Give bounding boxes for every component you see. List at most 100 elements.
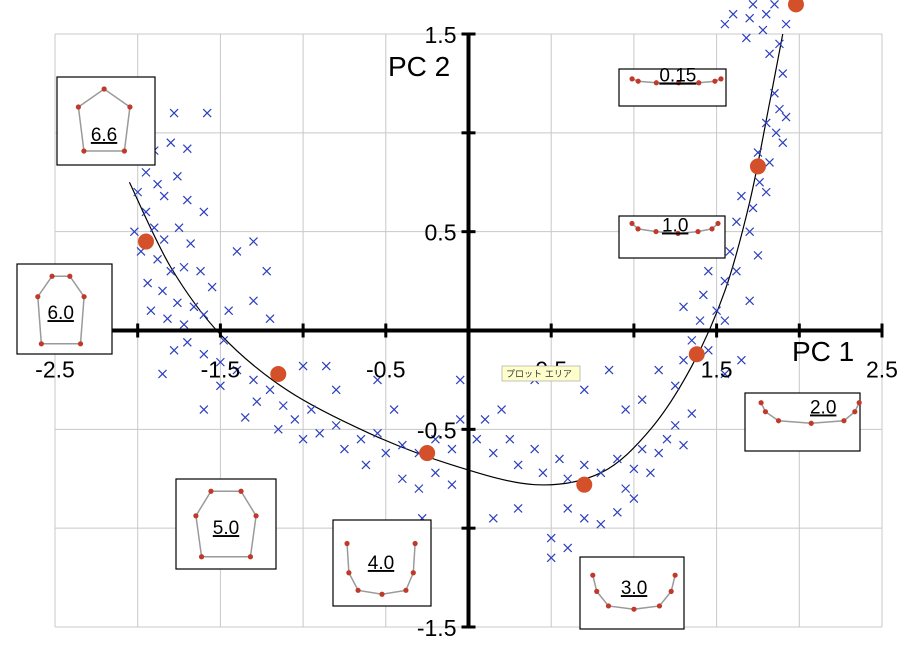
shape-inset: 0.15 bbox=[618, 66, 727, 107]
sample-marker bbox=[202, 108, 212, 118]
sample-marker bbox=[265, 314, 275, 324]
sample-marker-stroke bbox=[679, 355, 688, 365]
sample-marker bbox=[430, 434, 440, 444]
sample-marker-stroke bbox=[265, 314, 275, 324]
sample-marker-stroke bbox=[199, 405, 209, 414]
inset-frame bbox=[618, 68, 727, 107]
sample-marker-stroke bbox=[770, 88, 779, 98]
sample-marker-stroke bbox=[761, 9, 771, 19]
shape-inset: 2.0 bbox=[744, 392, 862, 452]
sample-marker bbox=[771, 128, 781, 138]
sample-marker bbox=[765, 49, 774, 59]
sample-marker bbox=[612, 507, 622, 517]
sample-marker-stroke bbox=[153, 179, 162, 189]
sample-marker-stroke bbox=[273, 424, 283, 434]
sample-marker bbox=[579, 513, 589, 523]
sample-marker-stroke bbox=[637, 395, 647, 405]
sample-marker-stroke bbox=[340, 444, 349, 454]
sample-marker bbox=[745, 13, 755, 23]
sample-marker-stroke bbox=[732, 266, 741, 276]
sample-marker-stroke bbox=[163, 314, 172, 324]
sample-marker bbox=[703, 345, 713, 355]
sample-marker bbox=[761, 187, 771, 197]
sample-marker-stroke bbox=[761, 187, 771, 197]
sample-marker-stroke bbox=[472, 434, 482, 444]
sample-marker-stroke bbox=[249, 237, 258, 246]
sample-marker-stroke bbox=[298, 434, 308, 444]
sample-marker bbox=[158, 286, 167, 296]
sample-marker bbox=[149, 223, 159, 233]
sample-marker bbox=[621, 484, 631, 494]
sample-marker-stroke bbox=[182, 144, 192, 154]
sample-marker-stroke bbox=[745, 296, 755, 306]
sample-marker bbox=[741, 33, 751, 43]
inset-label: 3.0 bbox=[621, 578, 647, 599]
sample-marker bbox=[596, 519, 606, 529]
inset-vertex bbox=[594, 588, 600, 594]
sample-marker-stroke bbox=[397, 440, 407, 450]
sample-marker bbox=[695, 316, 705, 326]
sample-marker bbox=[252, 397, 262, 407]
sample-marker-stroke bbox=[196, 266, 205, 276]
sample-marker bbox=[172, 171, 182, 181]
inset-vertex bbox=[629, 220, 635, 227]
sample-marker-stroke bbox=[755, 177, 765, 187]
sample-marker bbox=[169, 345, 179, 355]
sample-marker-stroke bbox=[745, 13, 755, 23]
sample-marker-stroke bbox=[172, 171, 182, 181]
sample-marker bbox=[215, 381, 225, 391]
sample-marker bbox=[781, 112, 791, 122]
sample-marker bbox=[736, 191, 746, 201]
sample-marker-stroke bbox=[765, 49, 774, 59]
inset-vertex bbox=[808, 420, 814, 426]
inset-vertex bbox=[695, 228, 701, 235]
sample-marker-stroke bbox=[373, 428, 382, 438]
sample-marker bbox=[778, 138, 788, 148]
sample-marker bbox=[753, 250, 763, 260]
x-tick-label: -0.5 bbox=[366, 357, 406, 383]
sample-marker bbox=[732, 266, 741, 276]
sample-marker-stroke bbox=[736, 191, 746, 201]
sample-marker bbox=[497, 405, 507, 414]
sample-marker-stroke bbox=[149, 223, 159, 233]
sample-marker bbox=[596, 468, 606, 478]
sample-marker-stroke bbox=[748, 0, 758, 9]
sample-marker-stroke bbox=[306, 405, 316, 414]
sample-marker-stroke bbox=[563, 474, 573, 484]
inset-label: 1.0 bbox=[662, 216, 688, 237]
sample-marker bbox=[207, 282, 217, 292]
sample-marker-stroke bbox=[265, 385, 275, 395]
sample-marker bbox=[455, 415, 465, 424]
inset-vertex bbox=[856, 400, 862, 406]
sample-marker-stroke bbox=[725, 247, 735, 256]
sample-marker bbox=[748, 0, 758, 9]
sample-marker bbox=[169, 108, 179, 118]
inset-vertex bbox=[656, 603, 663, 609]
sample-marker-stroke bbox=[133, 187, 143, 197]
sample-marker-stroke bbox=[563, 543, 573, 553]
sample-marker-stroke bbox=[596, 468, 606, 478]
sample-marker bbox=[530, 444, 540, 454]
sample-marker-stroke bbox=[169, 108, 179, 118]
sample-marker bbox=[331, 385, 341, 395]
sample-marker-stroke bbox=[219, 335, 229, 345]
inset-vertex bbox=[635, 78, 641, 84]
sample-marker-stroke bbox=[546, 533, 556, 543]
sample-marker bbox=[430, 468, 440, 478]
inset-vertex bbox=[379, 591, 385, 597]
sample-marker-stroke bbox=[563, 503, 573, 513]
sample-marker-stroke bbox=[146, 306, 156, 316]
sample-marker-stroke bbox=[748, 203, 758, 213]
sample-marker-stroke bbox=[679, 302, 688, 312]
sample-marker-stroke bbox=[430, 434, 440, 444]
sample-marker bbox=[182, 144, 192, 154]
sample-marker-stroke bbox=[447, 444, 457, 454]
sample-marker-stroke bbox=[174, 223, 184, 233]
sample-marker-stroke bbox=[455, 375, 465, 385]
sample-marker bbox=[679, 355, 688, 365]
sample-marker bbox=[720, 316, 730, 326]
sample-marker-stroke bbox=[189, 302, 199, 312]
sample-marker-stroke bbox=[720, 316, 730, 326]
inset-vertex bbox=[672, 572, 678, 578]
sample-marker-stroke bbox=[186, 239, 196, 248]
